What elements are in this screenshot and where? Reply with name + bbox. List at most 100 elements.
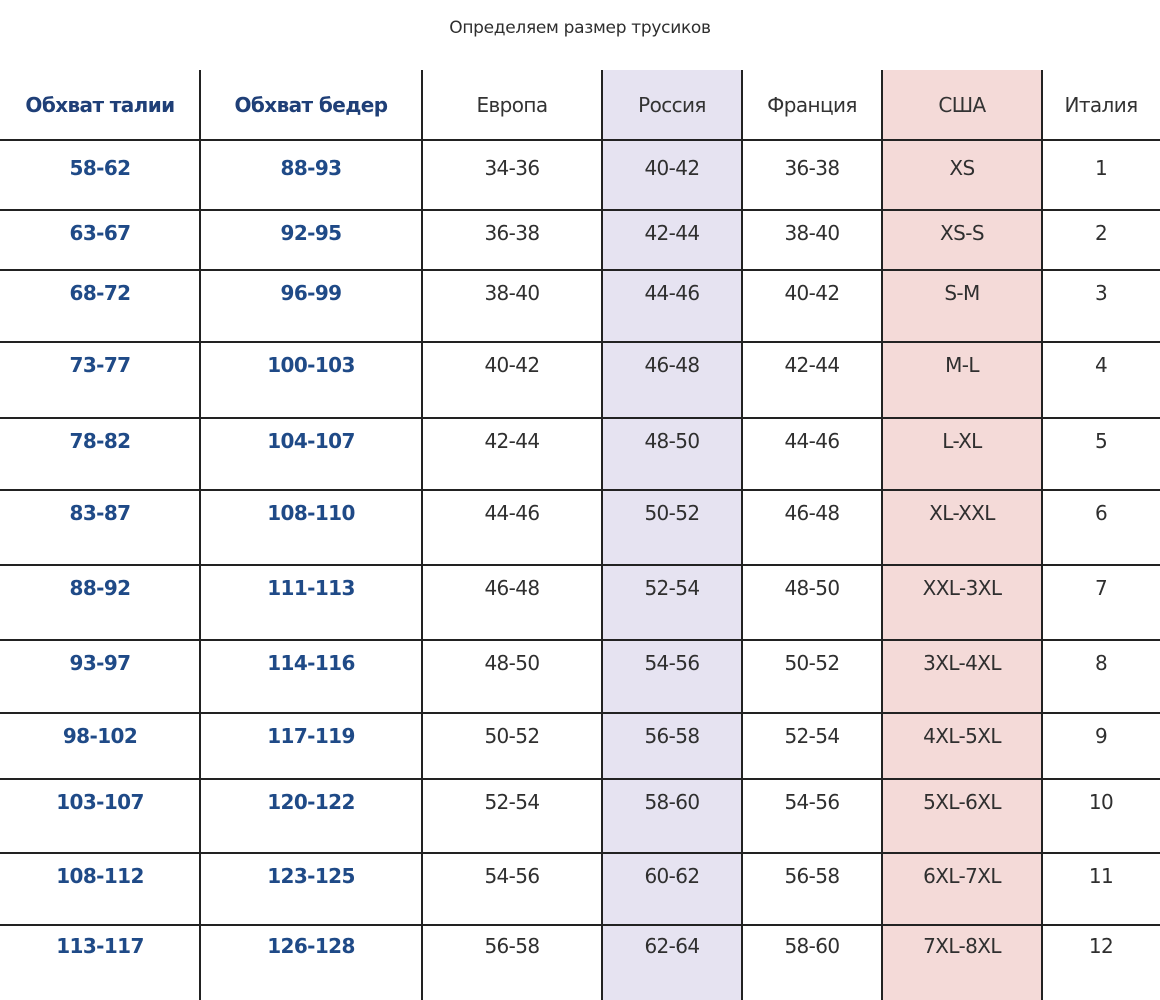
cell-russia: 48-50 [644, 429, 700, 453]
row-divider [0, 417, 1160, 419]
cell-italy: 3 [1094, 281, 1108, 305]
cell-france: 50-52 [784, 651, 840, 675]
cell-waist: 103-107 [56, 790, 144, 814]
cell-europe: 42-44 [484, 429, 540, 453]
header-europe: Европа [476, 93, 548, 117]
cell-usa: 4XL-5XL [923, 724, 1001, 748]
russia-column-bg [602, 70, 742, 1000]
cell-usa: XXL-3XL [922, 576, 1002, 600]
cell-waist: 93-97 [69, 651, 132, 675]
header-hips: Обхват бедер [234, 93, 389, 117]
cell-europe: 48-50 [484, 651, 540, 675]
cell-france: 46-48 [784, 501, 840, 525]
cell-hips: 88-93 [280, 156, 343, 180]
cell-europe: 36-38 [484, 221, 540, 245]
column-divider [199, 70, 201, 1000]
row-divider [0, 778, 1160, 780]
cell-hips: 117-119 [267, 724, 355, 748]
cell-russia: 50-52 [644, 501, 700, 525]
cell-usa: 5XL-6XL [923, 790, 1001, 814]
cell-france: 42-44 [784, 353, 840, 377]
cell-usa: XS-S [940, 221, 985, 245]
cell-hips: 96-99 [280, 281, 343, 305]
cell-europe: 44-46 [484, 501, 540, 525]
cell-europe: 56-58 [484, 934, 540, 958]
header-italy: Италия [1064, 93, 1138, 117]
header-usa: США [938, 93, 986, 117]
cell-hips: 108-110 [267, 501, 355, 525]
row-divider [0, 489, 1160, 491]
row-divider [0, 852, 1160, 854]
cell-france: 44-46 [784, 429, 840, 453]
cell-russia: 46-48 [644, 353, 700, 377]
cell-italy: 5 [1094, 429, 1108, 453]
cell-waist: 78-82 [69, 429, 132, 453]
cell-waist: 108-112 [56, 864, 144, 888]
cell-russia: 40-42 [644, 156, 700, 180]
row-divider [0, 564, 1160, 566]
usa-column-bg [882, 70, 1042, 1000]
chart-title: Определяем размер трусиков [449, 18, 711, 38]
cell-italy: 10 [1088, 790, 1114, 814]
cell-usa: XL-XXL [929, 501, 995, 525]
column-divider [1041, 70, 1043, 1000]
cell-usa: XS [949, 156, 975, 180]
cell-waist: 63-67 [69, 221, 132, 245]
cell-usa: M-L [945, 353, 979, 377]
cell-france: 58-60 [784, 934, 840, 958]
column-divider [881, 70, 883, 1000]
cell-europe: 50-52 [484, 724, 540, 748]
row-divider [0, 639, 1160, 641]
cell-russia: 54-56 [644, 651, 700, 675]
cell-france: 38-40 [784, 221, 840, 245]
cell-hips: 100-103 [267, 353, 355, 377]
cell-france: 36-38 [784, 156, 840, 180]
cell-hips: 126-128 [267, 934, 355, 958]
cell-europe: 34-36 [484, 156, 540, 180]
row-divider [0, 209, 1160, 211]
cell-hips: 114-116 [267, 651, 355, 675]
cell-france: 52-54 [784, 724, 840, 748]
cell-hips: 120-122 [267, 790, 355, 814]
header-france: Франция [767, 93, 857, 117]
row-divider [0, 341, 1160, 343]
cell-russia: 62-64 [644, 934, 700, 958]
header-russia: Россия [638, 93, 706, 117]
cell-europe: 40-42 [484, 353, 540, 377]
cell-france: 48-50 [784, 576, 840, 600]
cell-russia: 42-44 [644, 221, 700, 245]
cell-italy: 11 [1088, 864, 1114, 888]
cell-italy: 9 [1094, 724, 1108, 748]
cell-europe: 54-56 [484, 864, 540, 888]
row-divider [0, 712, 1160, 714]
cell-usa: 6XL-7XL [923, 864, 1001, 888]
cell-italy: 6 [1094, 501, 1108, 525]
cell-italy: 8 [1094, 651, 1108, 675]
cell-france: 56-58 [784, 864, 840, 888]
cell-italy: 2 [1094, 221, 1108, 245]
cell-waist: 88-92 [69, 576, 132, 600]
cell-waist: 113-117 [56, 934, 144, 958]
column-divider [741, 70, 743, 1000]
cell-waist: 58-62 [69, 156, 132, 180]
cell-italy: 7 [1094, 576, 1108, 600]
cell-hips: 104-107 [267, 429, 355, 453]
cell-waist: 83-87 [69, 501, 132, 525]
cell-italy: 1 [1094, 156, 1108, 180]
cell-russia: 58-60 [644, 790, 700, 814]
cell-europe: 38-40 [484, 281, 540, 305]
cell-italy: 4 [1094, 353, 1108, 377]
cell-usa: S-M [944, 281, 980, 305]
cell-russia: 52-54 [644, 576, 700, 600]
cell-hips: 123-125 [267, 864, 355, 888]
cell-russia: 44-46 [644, 281, 700, 305]
cell-europe: 52-54 [484, 790, 540, 814]
cell-europe: 46-48 [484, 576, 540, 600]
row-divider [0, 269, 1160, 271]
cell-hips: 111-113 [267, 576, 355, 600]
row-divider [0, 924, 1160, 926]
column-divider [601, 70, 603, 1000]
cell-waist: 98-102 [62, 724, 138, 748]
header-waist: Обхват талии [25, 93, 175, 117]
